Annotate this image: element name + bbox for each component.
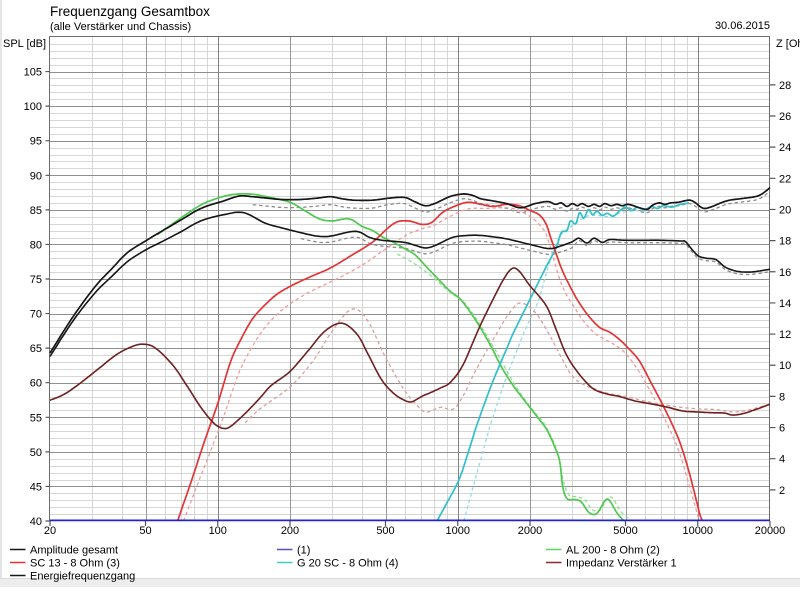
svg-text:1000: 1000 bbox=[446, 525, 470, 537]
svg-text:22: 22 bbox=[779, 173, 791, 185]
svg-text:14: 14 bbox=[779, 298, 791, 310]
svg-text:105: 105 bbox=[24, 67, 42, 79]
svg-text:8: 8 bbox=[779, 391, 785, 403]
svg-text:24: 24 bbox=[779, 142, 791, 154]
svg-text:2: 2 bbox=[779, 485, 785, 497]
svg-text:Amplitude gesamt: Amplitude gesamt bbox=[30, 544, 118, 556]
svg-text:45: 45 bbox=[30, 481, 42, 493]
svg-text:2000: 2000 bbox=[518, 525, 542, 537]
svg-text:20: 20 bbox=[44, 525, 56, 537]
svg-text:6: 6 bbox=[779, 423, 785, 435]
svg-text:5000: 5000 bbox=[613, 525, 637, 537]
svg-text:70: 70 bbox=[30, 309, 42, 321]
svg-text:18: 18 bbox=[779, 236, 791, 248]
svg-text:4: 4 bbox=[779, 454, 785, 466]
svg-text:10: 10 bbox=[779, 360, 791, 372]
svg-text:26: 26 bbox=[779, 111, 791, 123]
svg-text:65: 65 bbox=[30, 343, 42, 355]
svg-text:16: 16 bbox=[779, 267, 791, 279]
svg-text:Z [Ohm]: Z [Ohm] bbox=[776, 38, 800, 50]
svg-text:60: 60 bbox=[30, 378, 42, 390]
svg-text:50: 50 bbox=[30, 447, 42, 459]
svg-text:SPL [dB]: SPL [dB] bbox=[3, 38, 46, 50]
svg-text:30.06.2015: 30.06.2015 bbox=[715, 20, 770, 32]
svg-text:75: 75 bbox=[30, 274, 42, 286]
svg-text:12: 12 bbox=[779, 329, 791, 341]
svg-text:40: 40 bbox=[30, 516, 42, 528]
svg-text:(1): (1) bbox=[297, 544, 310, 556]
svg-text:100: 100 bbox=[24, 101, 42, 113]
svg-text:85: 85 bbox=[30, 205, 42, 217]
svg-text:AL 200 - 8 Ohm (2): AL 200 - 8 Ohm (2) bbox=[566, 544, 660, 556]
svg-text:80: 80 bbox=[30, 239, 42, 251]
svg-text:55: 55 bbox=[30, 412, 42, 424]
svg-text:G 20 SC - 8 Ohm (4): G 20 SC - 8 Ohm (4) bbox=[297, 557, 398, 569]
svg-text:200: 200 bbox=[281, 525, 299, 537]
svg-text:10000: 10000 bbox=[682, 525, 713, 537]
svg-text:50: 50 bbox=[139, 525, 151, 537]
svg-text:(alle Verstärker und Chassis): (alle Verstärker und Chassis) bbox=[50, 21, 191, 33]
svg-text:Energiefrequenzgang: Energiefrequenzgang bbox=[30, 570, 135, 582]
svg-text:95: 95 bbox=[30, 136, 42, 148]
svg-text:20000: 20000 bbox=[755, 525, 786, 537]
svg-text:28: 28 bbox=[779, 80, 791, 92]
svg-text:500: 500 bbox=[376, 525, 394, 537]
svg-text:20: 20 bbox=[779, 204, 791, 216]
svg-text:100: 100 bbox=[209, 525, 227, 537]
svg-text:Frequenzgang Gesamtbox: Frequenzgang Gesamtbox bbox=[50, 4, 210, 19]
svg-text:Impedanz Verstärker 1: Impedanz Verstärker 1 bbox=[566, 557, 677, 569]
svg-text:90: 90 bbox=[30, 170, 42, 182]
svg-text:SC 13 - 8 Ohm (3): SC 13 - 8 Ohm (3) bbox=[30, 557, 120, 569]
